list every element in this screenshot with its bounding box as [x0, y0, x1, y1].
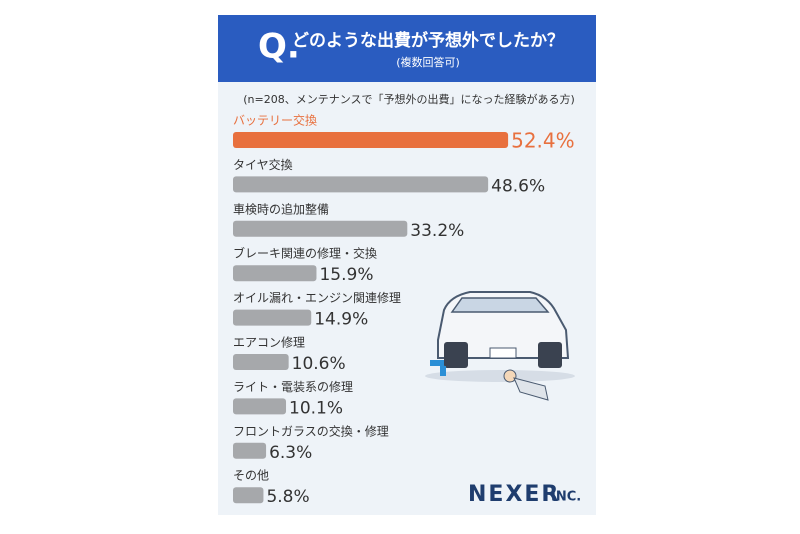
bar: [233, 132, 509, 148]
bar: [233, 176, 489, 193]
bar: [233, 442, 267, 459]
value-label: 15.9%: [319, 265, 373, 285]
card: [218, 15, 596, 515]
bar: [233, 220, 408, 237]
logo-suffix: INC.: [551, 490, 581, 505]
title: どのような出費が予想外でしたか？: [292, 30, 564, 51]
subtitle: (複数回答可): [396, 55, 460, 69]
header-band: [218, 15, 596, 82]
bar: [233, 398, 287, 415]
bar: [233, 265, 317, 282]
value-label: 14.9%: [314, 310, 368, 330]
category-label: その他: [233, 469, 269, 483]
category-label: バッテリー交換: [233, 113, 317, 128]
category-label: ブレーキ関連の修理・交換: [233, 246, 377, 261]
bar: [233, 309, 312, 326]
value-label: 6.3%: [269, 443, 312, 463]
category-label: 車検時の追加整備: [233, 201, 329, 216]
value-label: 5.8%: [266, 487, 309, 507]
value-label: 10.1%: [289, 398, 343, 418]
q-mark: Q.: [258, 27, 300, 67]
value-label: 48.6%: [491, 176, 545, 196]
note: (n=208、メンテナンスで「予想外の出費」になった経験がある方): [243, 92, 575, 106]
category-label: タイヤ交換: [233, 157, 293, 172]
category-label: フロントガラスの交換・修理: [233, 423, 389, 438]
category-label: オイル漏れ・エンジン関連修理: [233, 290, 401, 305]
car-illustration: [425, 291, 575, 401]
bar: [233, 487, 264, 504]
category-label: ライト・電装系の修理: [233, 379, 353, 394]
value-label: 10.6%: [292, 354, 346, 374]
logo-name: NEXER: [468, 482, 560, 507]
category-label: エアコン修理: [233, 335, 305, 350]
bar: [233, 354, 289, 370]
value-label: 52.4%: [511, 129, 575, 153]
value-label: 33.2%: [410, 221, 464, 241]
